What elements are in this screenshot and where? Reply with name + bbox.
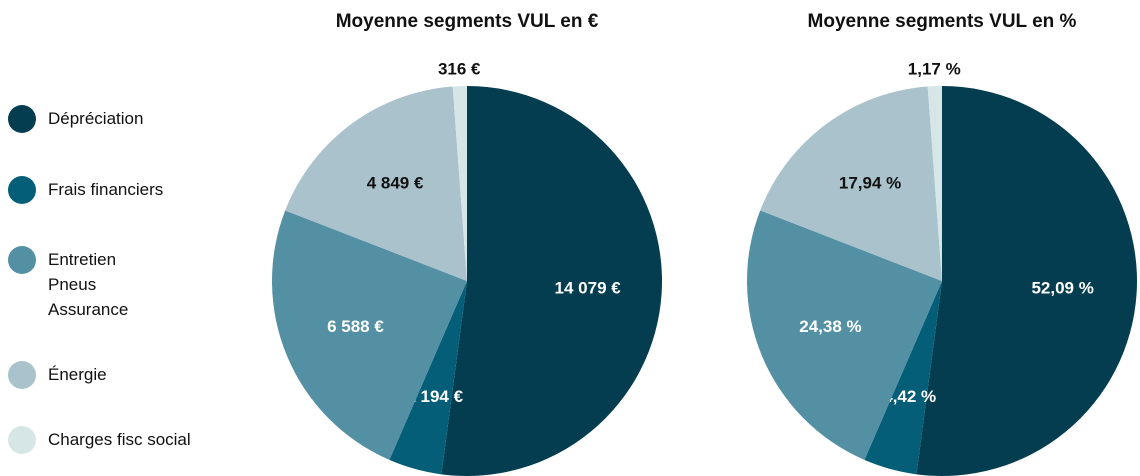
legend-swatch: [8, 105, 36, 133]
legend-swatch: [8, 426, 36, 454]
legend-label: Frais financiers: [48, 180, 164, 199]
data-label: 4,42 %: [883, 387, 936, 406]
pie-slice: [285, 86, 467, 281]
pie-slice: [927, 86, 942, 281]
chart-title: Moyenne segments VUL en €: [336, 11, 599, 32]
pie-slice: [760, 86, 942, 281]
pie-slice: [916, 86, 1137, 476]
pie-slice: [452, 86, 467, 281]
legend-swatch: [8, 176, 36, 204]
data-label: 1,17 %: [908, 60, 961, 79]
legend-swatch: [8, 246, 36, 274]
legend-label: Entretien Pneus Assurance: [48, 250, 129, 319]
legend-label: Charges fisc social: [48, 430, 191, 449]
data-label: 4 849 €: [367, 173, 424, 192]
pie-slice: [389, 281, 467, 475]
legend-label: Énergie: [48, 365, 107, 384]
data-label: 17,94 %: [839, 173, 901, 192]
pie-slice: [747, 210, 942, 460]
data-label: 52,09 %: [1031, 278, 1093, 297]
data-label: 24,38 %: [799, 317, 861, 336]
data-label: 316 €: [438, 60, 481, 79]
pie-slice: [271, 210, 467, 460]
data-label: 6 588 €: [327, 317, 384, 336]
pie-slice: [864, 281, 942, 475]
data-label: 14 079 €: [555, 278, 622, 297]
chart-title: Moyenne segments VUL en %: [808, 11, 1077, 32]
legend-label: Dépréciation: [48, 109, 144, 128]
pie-slice: [441, 86, 662, 476]
legend-swatch: [8, 361, 36, 389]
data-label: 1 194 €: [406, 387, 463, 406]
